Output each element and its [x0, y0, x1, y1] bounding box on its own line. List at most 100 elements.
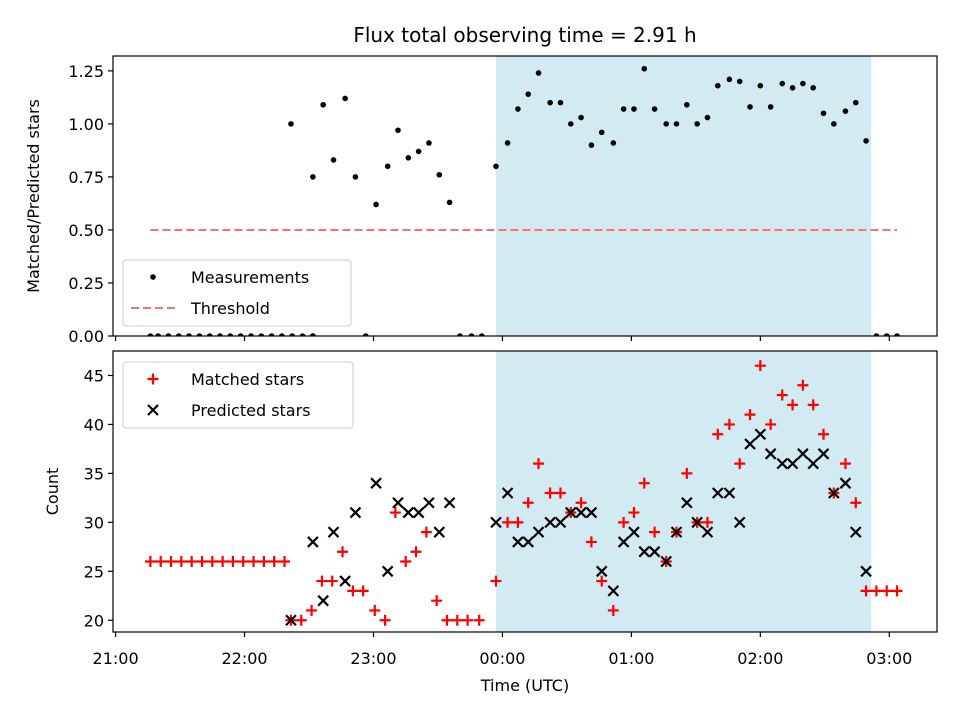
predicted-star-marker — [628, 526, 640, 538]
matched-star-marker — [585, 536, 597, 548]
predicted-star-marker — [327, 526, 340, 538]
measurement-point — [248, 333, 254, 336]
measurement-point — [186, 333, 192, 336]
predicted-star-marker — [433, 526, 446, 538]
matched-star-marker — [217, 556, 229, 568]
measurement-point — [320, 101, 326, 108]
measurement-point — [175, 333, 182, 336]
matched-star-marker — [618, 516, 630, 528]
x-tick-label: 02:00 — [737, 649, 783, 668]
y-axis-label: Matched/Predicted stars — [24, 99, 43, 293]
measurement-point — [767, 104, 774, 110]
matched-star-marker — [575, 497, 587, 509]
legend-label: Measurements — [191, 268, 309, 287]
measurement-point — [779, 80, 786, 87]
predicted-star-marker — [532, 526, 545, 538]
predicted-star-marker — [828, 487, 840, 499]
predicted-star-marker — [544, 516, 556, 529]
measurement-point — [684, 101, 690, 108]
matched-star-marker — [357, 585, 369, 597]
measurement-point — [651, 106, 658, 112]
measurement-point — [384, 163, 391, 170]
measurement-point — [288, 121, 294, 127]
panel-top: 0.00 0.25 0.50 0.75 1.00 1.25 Matched/Predicte… — [24, 55, 938, 346]
measurement-point — [147, 333, 154, 336]
predicted-star-marker — [317, 594, 329, 607]
matched-star-marker — [431, 595, 443, 607]
measurement-point — [831, 121, 837, 127]
predicted-star-marker — [638, 545, 651, 558]
plot-area — [147, 65, 900, 336]
predicted-star-marker — [701, 526, 714, 538]
matched-star-marker — [462, 614, 474, 626]
measurement-point — [578, 114, 584, 121]
matched-star-marker — [891, 585, 903, 597]
matched-star-marker — [870, 585, 882, 597]
matched-star-marker — [295, 614, 307, 626]
matched-star-marker — [502, 516, 514, 528]
predicted-star-marker — [776, 457, 789, 470]
y-tick-label: 1.00 — [68, 115, 104, 134]
measurement-point — [493, 163, 499, 170]
measurement-point — [479, 333, 485, 336]
matched-star-marker — [850, 497, 862, 509]
measurement-point — [395, 127, 401, 134]
predicted-star-marker — [554, 516, 567, 529]
measurement-point — [663, 121, 670, 127]
matched-star-marker — [227, 556, 239, 568]
matched-star-marker — [723, 418, 735, 430]
measurement-point — [415, 148, 422, 155]
x-axis-label: Time (UTC) — [480, 676, 569, 695]
matched-star-marker — [649, 526, 661, 538]
measurement-point — [567, 121, 574, 127]
matched-star-marker — [389, 507, 401, 519]
matched-star-marker — [533, 458, 545, 470]
predicted-star-marker — [681, 496, 693, 509]
legend: Matched stars Predicted stars — [122, 361, 354, 429]
y-tick-label: 30 — [84, 513, 104, 532]
predicted-star-marker — [817, 448, 830, 460]
measurement-point — [736, 78, 743, 85]
matched-star-marker — [147, 373, 159, 385]
matched-star-marker — [186, 556, 198, 568]
matched-star-marker — [701, 516, 713, 528]
measurement-point — [457, 333, 463, 336]
legend-label: Predicted stars — [191, 401, 311, 420]
measurement-point — [557, 99, 564, 106]
measurement-point — [352, 174, 359, 180]
measurement-point — [515, 106, 521, 112]
measurement-point — [726, 76, 733, 83]
predicted-star-marker — [595, 565, 608, 578]
predicted-star-marker — [807, 457, 819, 470]
matched-star-marker — [797, 379, 809, 391]
matched-star-marker — [596, 575, 608, 587]
measurement-point — [694, 121, 700, 127]
measurement-point — [206, 333, 213, 336]
measurement-point — [446, 199, 453, 206]
matched-star-marker — [144, 556, 156, 568]
measurement-point — [155, 333, 161, 336]
matched-star-marker — [554, 487, 566, 499]
predicted-star-marker — [733, 516, 746, 529]
measurement-point — [362, 333, 369, 336]
measurement-point — [620, 106, 627, 112]
matched-star-marker — [369, 604, 381, 616]
matched-star-marker — [839, 458, 851, 470]
measurement-point — [310, 333, 316, 336]
measurement-point — [757, 82, 764, 89]
measurement-point — [299, 333, 306, 336]
measurement-point — [310, 174, 316, 180]
legend-box — [122, 361, 354, 429]
x-tick-label: 01:00 — [608, 649, 654, 668]
predicted-star-marker — [585, 506, 598, 519]
measurement-point — [504, 140, 511, 146]
measurement-point — [610, 140, 617, 146]
y-tick-label: 35 — [84, 464, 104, 483]
measurement-point — [842, 108, 849, 114]
y-tick-label: 25 — [84, 562, 104, 581]
predicted-star-marker — [607, 585, 620, 597]
matched-star-marker — [258, 556, 270, 568]
measurement-point — [704, 114, 711, 121]
matched-star-marker — [400, 556, 412, 568]
x-axis: 21:00 22:00 23:00 00:00 01:00 02:00 03:00 — [93, 649, 913, 668]
